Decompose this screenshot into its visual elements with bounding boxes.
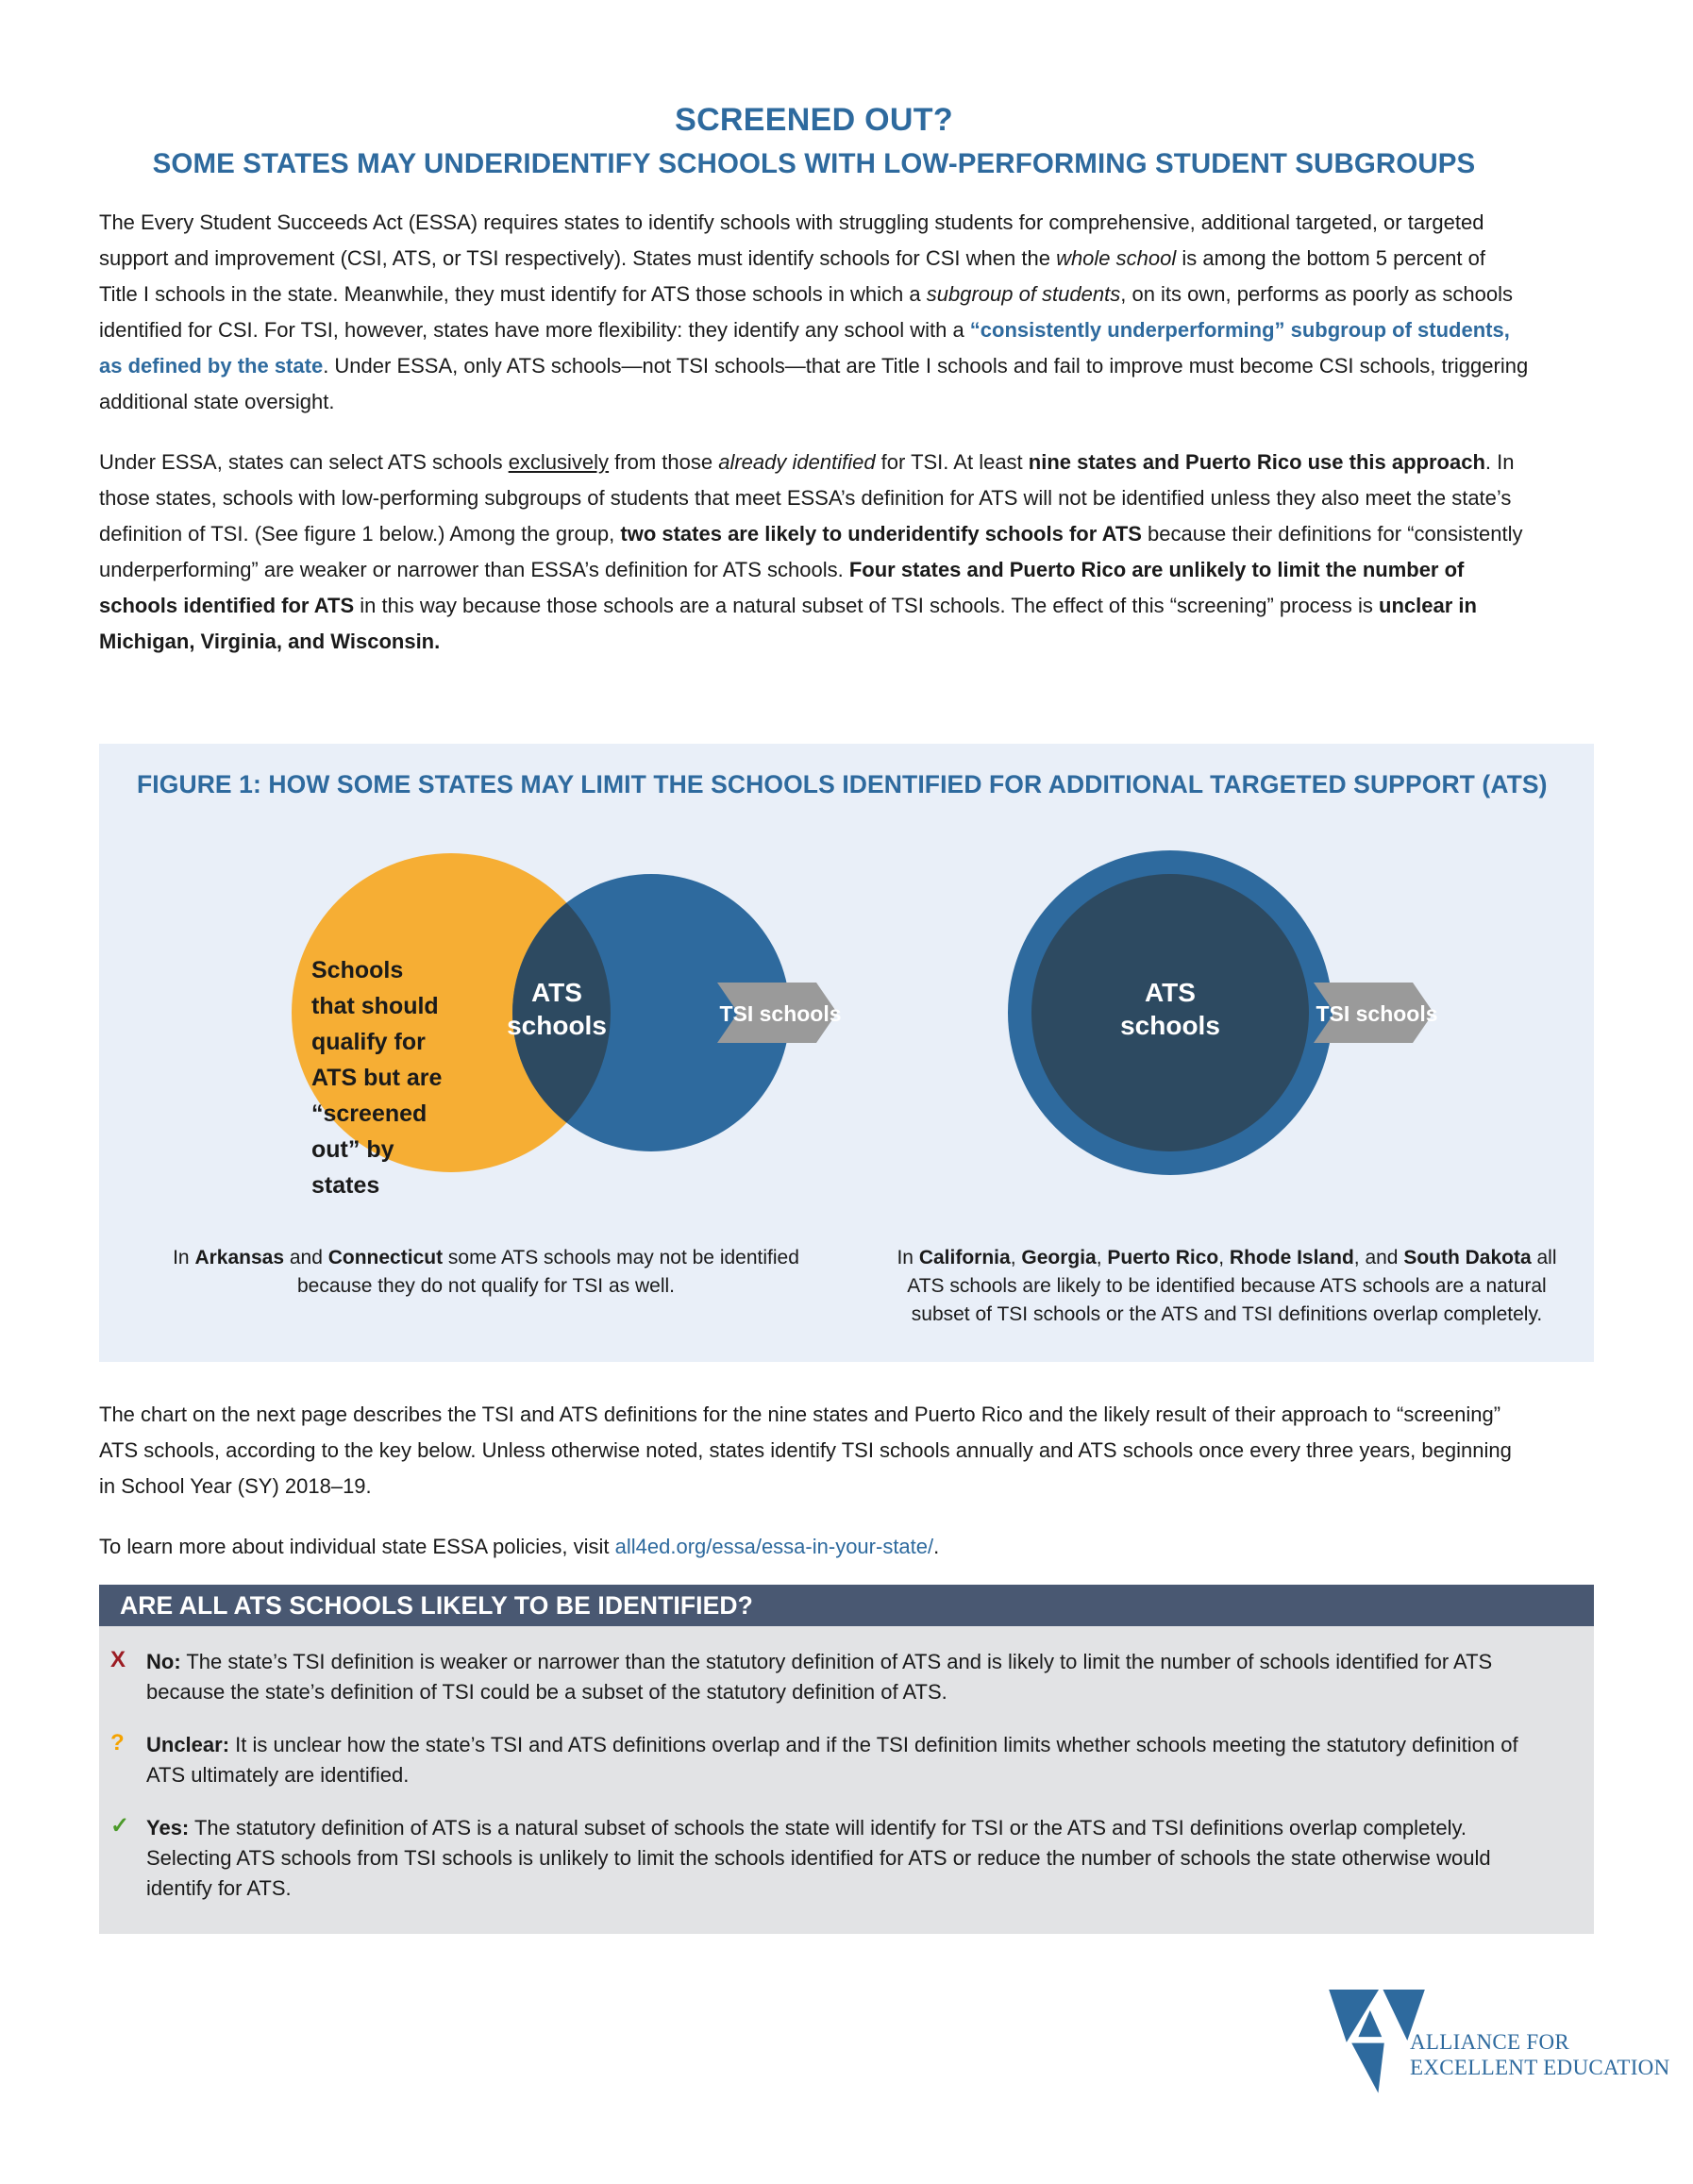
svg-text:Schools: Schools	[311, 957, 403, 983]
svg-text:qualify for: qualify for	[311, 1029, 426, 1055]
svg-text:out” by: out” by	[311, 1136, 394, 1163]
svg-text:ATS but are: ATS but are	[311, 1065, 443, 1091]
svg-text:ATS: ATS	[531, 978, 582, 1007]
svg-text:states: states	[311, 1172, 379, 1199]
svg-text:ATS: ATS	[1145, 978, 1196, 1007]
svg-text:TSI schools: TSI schools	[719, 1001, 841, 1026]
svg-text:that should: that should	[311, 993, 439, 1019]
svg-text:schools: schools	[507, 1011, 607, 1040]
svg-text:schools: schools	[1120, 1011, 1220, 1040]
svg-text:TSI schools: TSI schools	[1316, 1001, 1437, 1026]
svg-text:“screened: “screened	[311, 1100, 427, 1127]
